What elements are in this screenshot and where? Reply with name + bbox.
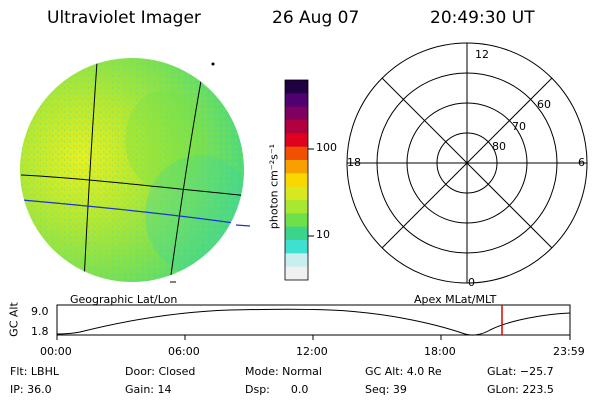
mlat-label-70: 70 <box>512 120 526 133</box>
altitude-plot <box>56 304 571 340</box>
altitude-xtick-label-0600: 06:00 <box>168 345 200 358</box>
geographic-grid <box>21 61 244 282</box>
info-glat: GLat: −25.7 <box>487 365 554 378</box>
info-glon: GLon: 223.5 <box>487 383 554 396</box>
colorbar-band <box>285 120 308 134</box>
mlat-label-80: 80 <box>492 140 506 153</box>
colorbar-band <box>285 200 308 214</box>
colorbar-band <box>285 106 308 121</box>
colorbar <box>284 79 314 281</box>
stray-pixel <box>211 62 215 66</box>
mlat-mlt-polar-grid <box>346 42 588 284</box>
info-seq: Seq: 39 <box>365 383 407 396</box>
colorbar-band <box>285 160 308 174</box>
colorbar-label-10: 10 <box>316 228 330 241</box>
colorbar-label-100: 100 <box>316 141 337 154</box>
altitude-xtick-label-0000: 00:00 <box>40 345 72 358</box>
info-gain: Gain: 14 <box>125 383 172 396</box>
colorbar-band <box>285 213 308 228</box>
mlat-label-60: 60 <box>537 98 551 111</box>
colorbar-band <box>285 80 308 94</box>
colorbar-band <box>285 266 308 281</box>
colorbar-unit-label: photon cm⁻²s⁻¹ <box>267 143 281 230</box>
mlt-label-18: 18 <box>347 156 361 169</box>
apex-panel-label: Apex MLat/MLT <box>414 293 497 306</box>
colorbar-band <box>285 253 308 268</box>
colorbar-band <box>285 173 308 188</box>
geographic-panel-label: Geographic Lat/Lon <box>70 293 178 306</box>
altitude-xtick-label-1800: 18:00 <box>424 345 456 358</box>
colorbar-band <box>285 240 308 254</box>
info-door: Door: Closed <box>125 365 196 378</box>
observation-date: 26 Aug 07 <box>272 8 360 28</box>
mlt-line-diag-2 <box>381 77 553 249</box>
mlt-label-0: 0 <box>468 276 475 289</box>
colorbar-band <box>285 186 308 201</box>
info-gc-alt: GC Alt: 4.0 Re <box>365 365 442 378</box>
altitude-ytick-1-8: 1.8 <box>31 325 49 338</box>
info-filter: Flt: LBHL <box>10 365 59 378</box>
grid-edge-ticks <box>21 174 176 283</box>
info-ip: IP: 36.0 <box>10 383 52 396</box>
info-dsp: Dsp: 0.0 <box>245 383 309 396</box>
altitude-curve <box>56 308 571 336</box>
colorbar-band <box>285 133 308 148</box>
altitude-ylabel: GC Alt <box>7 302 21 337</box>
colorbar-frame <box>284 79 309 281</box>
mlt-label-12: 12 <box>475 48 489 61</box>
info-mode: Mode: Normal <box>245 365 322 378</box>
colorbar-band <box>285 226 308 241</box>
altitude-xtick-label-2359: 23:59 <box>553 345 585 358</box>
altitude-ytick-9: 9.0 <box>31 305 49 318</box>
altitude-xtick-label-1200: 12:00 <box>296 345 328 358</box>
observation-time: 20:49:30 UT <box>430 8 535 28</box>
colorbar-band <box>285 146 308 161</box>
mlt-label-6: 6 <box>578 156 585 169</box>
colorbar-band <box>285 93 308 108</box>
uv-image-disk <box>20 58 244 282</box>
instrument-title: Ultraviolet Imager <box>47 8 201 28</box>
blue-line-extension <box>235 224 251 227</box>
